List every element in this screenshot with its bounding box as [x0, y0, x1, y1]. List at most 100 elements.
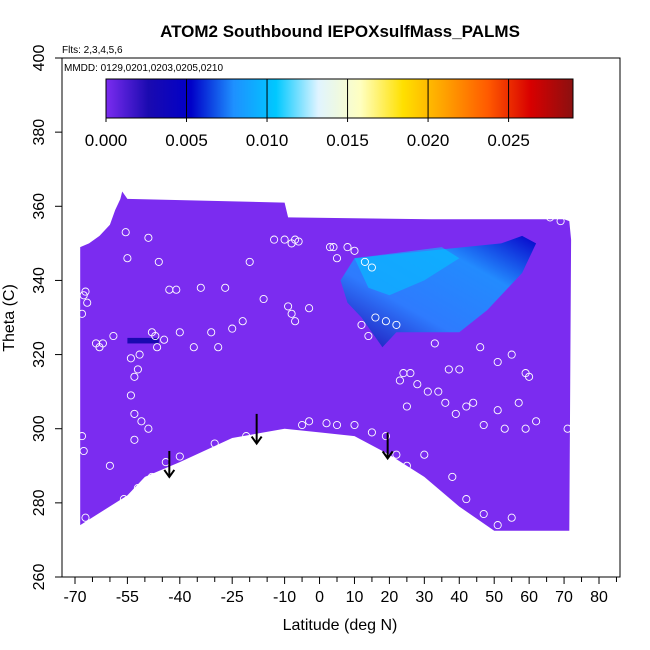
data-point [153, 343, 162, 352]
data-point [210, 439, 219, 448]
data-point [406, 369, 415, 378]
x-tick-label: 50 [485, 589, 503, 606]
data-point [479, 420, 488, 430]
y-tick-label: 320 [31, 341, 48, 368]
data-point [402, 402, 411, 411]
data-point [135, 350, 144, 359]
arrow-marker [250, 413, 263, 446]
data-point [332, 420, 342, 430]
data-point [175, 452, 184, 461]
data-point [507, 513, 516, 522]
data-point [462, 402, 471, 411]
colorbar-tick-label: 0.010 [246, 131, 289, 150]
colorbar-tick-label: 0.015 [326, 131, 369, 150]
data-point [546, 213, 555, 222]
data-point [469, 398, 478, 407]
x-tick-label: -70 [63, 589, 86, 606]
data-point [280, 235, 289, 244]
data-point [130, 372, 139, 381]
data-point [245, 257, 254, 266]
data-point [105, 461, 114, 470]
data-point [221, 283, 230, 292]
data-point [133, 483, 142, 493]
x-tick-label: 70 [555, 589, 573, 606]
colorbar-tick-label: 0.005 [165, 131, 208, 150]
data-point [305, 417, 314, 426]
data-point [322, 419, 331, 428]
data-point [476, 343, 485, 352]
data-point [507, 350, 516, 359]
x-tick-label: -25 [221, 589, 244, 606]
data-point [441, 398, 450, 407]
data-point [493, 521, 502, 530]
data-point [130, 435, 139, 444]
data-point [98, 339, 107, 348]
data-point [144, 233, 153, 242]
data-point [294, 237, 303, 246]
data-point [430, 339, 439, 348]
colorbar-tick-label: 0.025 [487, 131, 530, 150]
y-axis: 260 280 300 320 340 360 380 400 [31, 45, 62, 591]
data-point [130, 409, 139, 418]
data-point [160, 335, 169, 344]
data-point [332, 254, 342, 263]
data-point [525, 372, 534, 381]
data-point [350, 246, 359, 255]
arrow-marker [381, 432, 394, 461]
flight-arrows [163, 413, 394, 479]
data-point [287, 309, 296, 318]
colorbar-tick-label: 0.020 [407, 131, 450, 150]
data-point [121, 228, 130, 237]
data-point [392, 450, 401, 459]
data-point [77, 432, 87, 441]
x-tick-label: 60 [520, 589, 538, 606]
data-point [119, 495, 128, 504]
data-point [514, 398, 523, 407]
data-point [462, 495, 471, 504]
data-point [402, 461, 411, 470]
plot-frame [61, 57, 621, 578]
data-point [420, 450, 429, 459]
colorbar-tick-label: 0.000 [85, 131, 128, 150]
data-point [479, 509, 488, 519]
data-point [151, 331, 160, 341]
x-tick-label: 30 [415, 589, 433, 606]
data-point [81, 513, 90, 522]
y-tick-label: 400 [31, 45, 48, 72]
data-point [242, 432, 251, 441]
data-point [133, 365, 142, 374]
data-point [500, 424, 509, 433]
x-tick-label: -55 [116, 589, 139, 606]
data-point [367, 263, 376, 272]
data-point [123, 254, 132, 263]
data-point [214, 343, 223, 352]
data-point [189, 343, 198, 352]
data-point [126, 391, 135, 400]
x-tick-label: 0 [315, 589, 324, 606]
data-point [259, 294, 268, 304]
data-point [556, 217, 565, 226]
data-point [493, 357, 502, 367]
x-tick-label: 80 [590, 589, 608, 606]
data-point [434, 387, 443, 396]
data-point [493, 406, 502, 415]
data-point [392, 320, 401, 329]
y-tick-label: 260 [31, 564, 48, 591]
data-point [367, 428, 376, 437]
data-point [451, 409, 460, 418]
data-point [532, 417, 541, 426]
data-point [228, 324, 237, 333]
data-point [147, 472, 156, 481]
data-point [238, 317, 247, 326]
data-point [109, 331, 118, 341]
observation-points [77, 213, 572, 530]
y-tick-label: 340 [31, 267, 48, 294]
y-tick-label: 280 [31, 489, 48, 516]
y-axis-label: Theta (C) [1, 284, 18, 352]
arrow-marker [163, 450, 176, 479]
flights-note: Flts: 2,3,4,5,6 [62, 45, 123, 56]
x-axis-label: Latitude (deg N) [283, 617, 398, 634]
data-point [381, 432, 390, 441]
data-point [291, 317, 300, 326]
data-point [207, 328, 216, 337]
